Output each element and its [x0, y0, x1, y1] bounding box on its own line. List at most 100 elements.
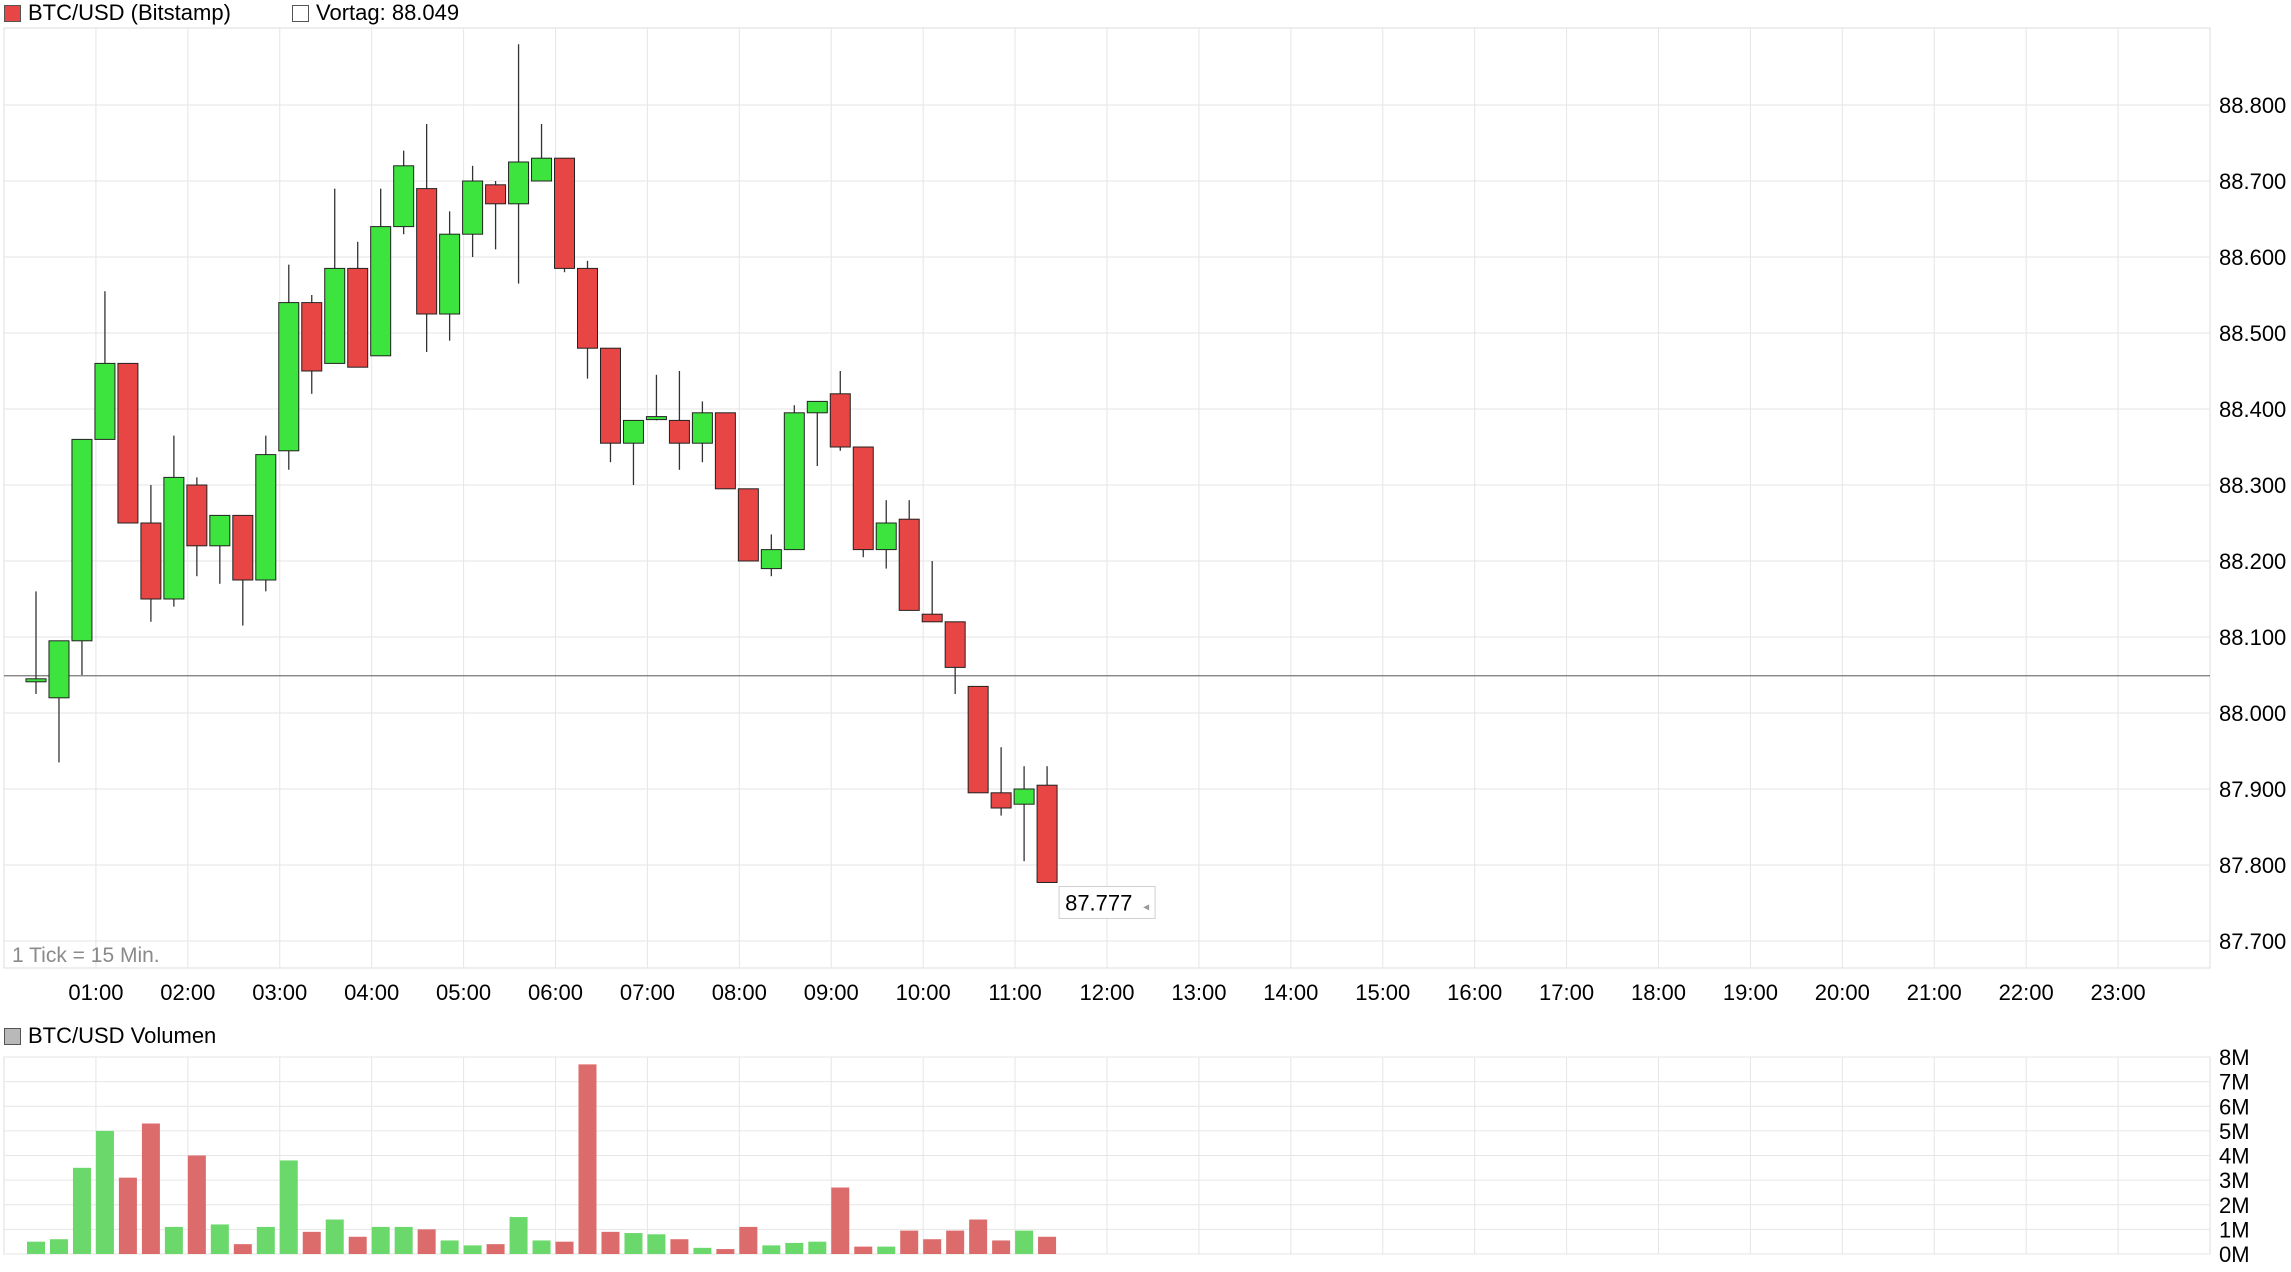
candle-body — [163, 476, 185, 600]
volume-bar — [1038, 1236, 1057, 1254]
candle-body — [1036, 784, 1058, 883]
legend-prev-close: Vortag: 88.049 — [292, 0, 459, 26]
candle-body — [186, 484, 208, 547]
volume-bars — [27, 1064, 1057, 1254]
volume-bar — [440, 1240, 459, 1254]
volume-bar — [578, 1064, 597, 1254]
candle-body — [967, 685, 989, 794]
volume-bar — [164, 1226, 183, 1254]
candle — [714, 412, 736, 490]
price-tick-label: 88.400 — [2219, 397, 2286, 422]
candle-body — [232, 514, 254, 581]
price-tick-label: 88.000 — [2219, 701, 2286, 726]
time-tick-label: 19:00 — [1723, 980, 1778, 1005]
candle-body — [577, 267, 598, 349]
time-tick-label: 18:00 — [1631, 980, 1686, 1005]
time-tick-label: 13:00 — [1171, 980, 1226, 1005]
volume-tick-label: 5M — [2219, 1119, 2250, 1144]
candle — [691, 401, 713, 463]
candle — [645, 374, 667, 421]
candle — [278, 264, 300, 470]
price-tick-label: 88.100 — [2219, 625, 2286, 650]
candle-body — [760, 549, 782, 570]
time-tick-label: 03:00 — [252, 980, 307, 1005]
candle — [301, 295, 323, 394]
candle-body — [829, 393, 851, 448]
volume-bar — [27, 1241, 45, 1254]
volume-bar — [762, 1245, 781, 1254]
candle-body — [737, 488, 759, 562]
volume-bar — [555, 1241, 574, 1254]
candle-body — [783, 412, 805, 551]
volume-bar — [647, 1234, 666, 1254]
time-tick-label: 16:00 — [1447, 980, 1502, 1005]
volume-bar — [118, 1177, 137, 1254]
volume-bar — [394, 1226, 413, 1254]
legend-volume: BTC/USD Volumen — [4, 1023, 216, 1049]
candle — [393, 150, 415, 235]
volume-bar — [900, 1230, 919, 1254]
candle-body — [554, 157, 576, 269]
candle-body — [668, 419, 690, 444]
volume-bar — [1015, 1230, 1034, 1254]
volume-bar — [923, 1239, 942, 1254]
volume-tick-label: 4M — [2219, 1144, 2250, 1169]
candle-body — [278, 302, 300, 452]
candle — [783, 405, 805, 551]
candle-body — [462, 180, 484, 235]
candle-body — [71, 438, 93, 642]
candle — [370, 188, 392, 357]
volume-bar — [785, 1242, 804, 1254]
legend-swatch-icon — [292, 5, 309, 22]
candle-body — [1013, 788, 1035, 805]
candle — [462, 165, 484, 257]
candle — [255, 435, 277, 592]
candle — [186, 477, 208, 577]
volume-tick-label: 3M — [2219, 1168, 2250, 1193]
time-tick-label: 08:00 — [712, 980, 767, 1005]
candle-body — [439, 233, 461, 315]
volume-bar — [877, 1246, 896, 1254]
last-price-arrow-icon: ◂ — [1143, 899, 1149, 913]
price-grid — [3, 27, 2211, 969]
price-axis-labels: 88.800 88.700 88.600 88.500 88.400 88.300 88.2… — [2219, 93, 2286, 954]
candles — [25, 44, 1058, 883]
legend-main-label: BTC/USD (Bitstamp) — [28, 0, 231, 25]
candle — [967, 685, 989, 794]
candle-body — [370, 226, 392, 357]
legend-swatch-icon — [4, 1028, 21, 1045]
candle — [232, 514, 254, 626]
candle-body — [852, 446, 874, 551]
candle — [668, 371, 690, 470]
candle-body — [508, 161, 530, 205]
volume-bar — [256, 1226, 275, 1254]
candle — [209, 514, 231, 584]
volume-tick-label: 0M — [2219, 1242, 2250, 1267]
candle-body — [944, 621, 966, 668]
legend-swatch-icon — [4, 5, 21, 22]
candle — [990, 747, 1012, 816]
candle — [347, 241, 369, 368]
legend-main-series: BTC/USD (Bitstamp) — [4, 0, 231, 26]
volume-bar — [417, 1229, 436, 1254]
candle-body — [875, 522, 897, 551]
volume-bar — [233, 1244, 252, 1254]
volume-bar — [325, 1219, 344, 1254]
volume-bar — [187, 1155, 206, 1254]
price-tick-label: 87.800 — [2219, 853, 2286, 878]
volume-bar — [348, 1236, 367, 1254]
candle — [829, 371, 851, 451]
last-price-badge: 87.777 ◂ — [1058, 885, 1156, 919]
volume-bar — [72, 1167, 91, 1254]
candle-body — [416, 188, 438, 315]
time-tick-label: 12:00 — [1079, 980, 1134, 1005]
time-axis-labels: 01:00 02:00 03:00 04:00 05:00 06:00 07:00 08:00… — [68, 980, 2145, 1005]
candle-body — [531, 157, 553, 182]
time-tick-label: 23:00 — [2091, 980, 2146, 1005]
legend-prev-close-label: Vortag: 88.049 — [316, 0, 460, 25]
candle — [140, 485, 162, 622]
volume-bar — [210, 1224, 229, 1254]
candle — [531, 124, 553, 182]
candle-body — [347, 267, 369, 368]
volume-bar — [141, 1123, 160, 1254]
